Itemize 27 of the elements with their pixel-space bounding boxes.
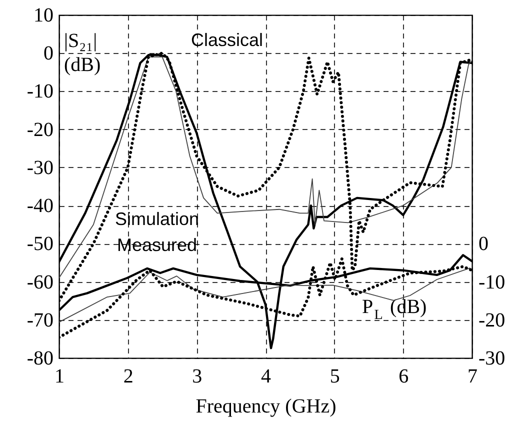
y-tick-label: -10 — [26, 80, 54, 103]
y-tick-label: 10 — [34, 4, 54, 26]
y-tick-label: -20 — [26, 118, 54, 141]
y-tick-label: 0 — [44, 42, 54, 65]
x-tick-label: 4 — [261, 366, 271, 388]
y-tick-label: -30 — [26, 156, 54, 179]
y-tick-label: -60 — [26, 271, 54, 294]
y2-tick-label: -30 — [478, 348, 506, 370]
y-axis-title: |S₂₁| (dB) — [64, 30, 101, 76]
x-tick-label: 2 — [123, 366, 134, 388]
x-tick-label: 6 — [398, 366, 409, 388]
x-tick-label: 1 — [54, 366, 64, 388]
x-axis-title: Frequency (GHz) — [196, 396, 336, 418]
x-tick-label: 3 — [192, 366, 202, 388]
annotation: Measured — [116, 235, 198, 255]
x-tick-label: 5 — [330, 366, 340, 388]
line-series — [59, 268, 470, 323]
annotation: Classical — [190, 30, 264, 50]
y2-tick-label: -10 — [478, 271, 506, 294]
annotation: Simulation — [114, 209, 200, 229]
y-tick-label: -50 — [26, 233, 54, 256]
y2-tick-label: -20 — [478, 309, 506, 332]
x-tick-label: 7 — [468, 366, 478, 388]
y-tick-label: -80 — [26, 348, 54, 370]
y-tick-label: -40 — [26, 195, 54, 218]
y-tick-label: -70 — [26, 309, 54, 332]
y2-tick-label: 0 — [478, 233, 488, 256]
